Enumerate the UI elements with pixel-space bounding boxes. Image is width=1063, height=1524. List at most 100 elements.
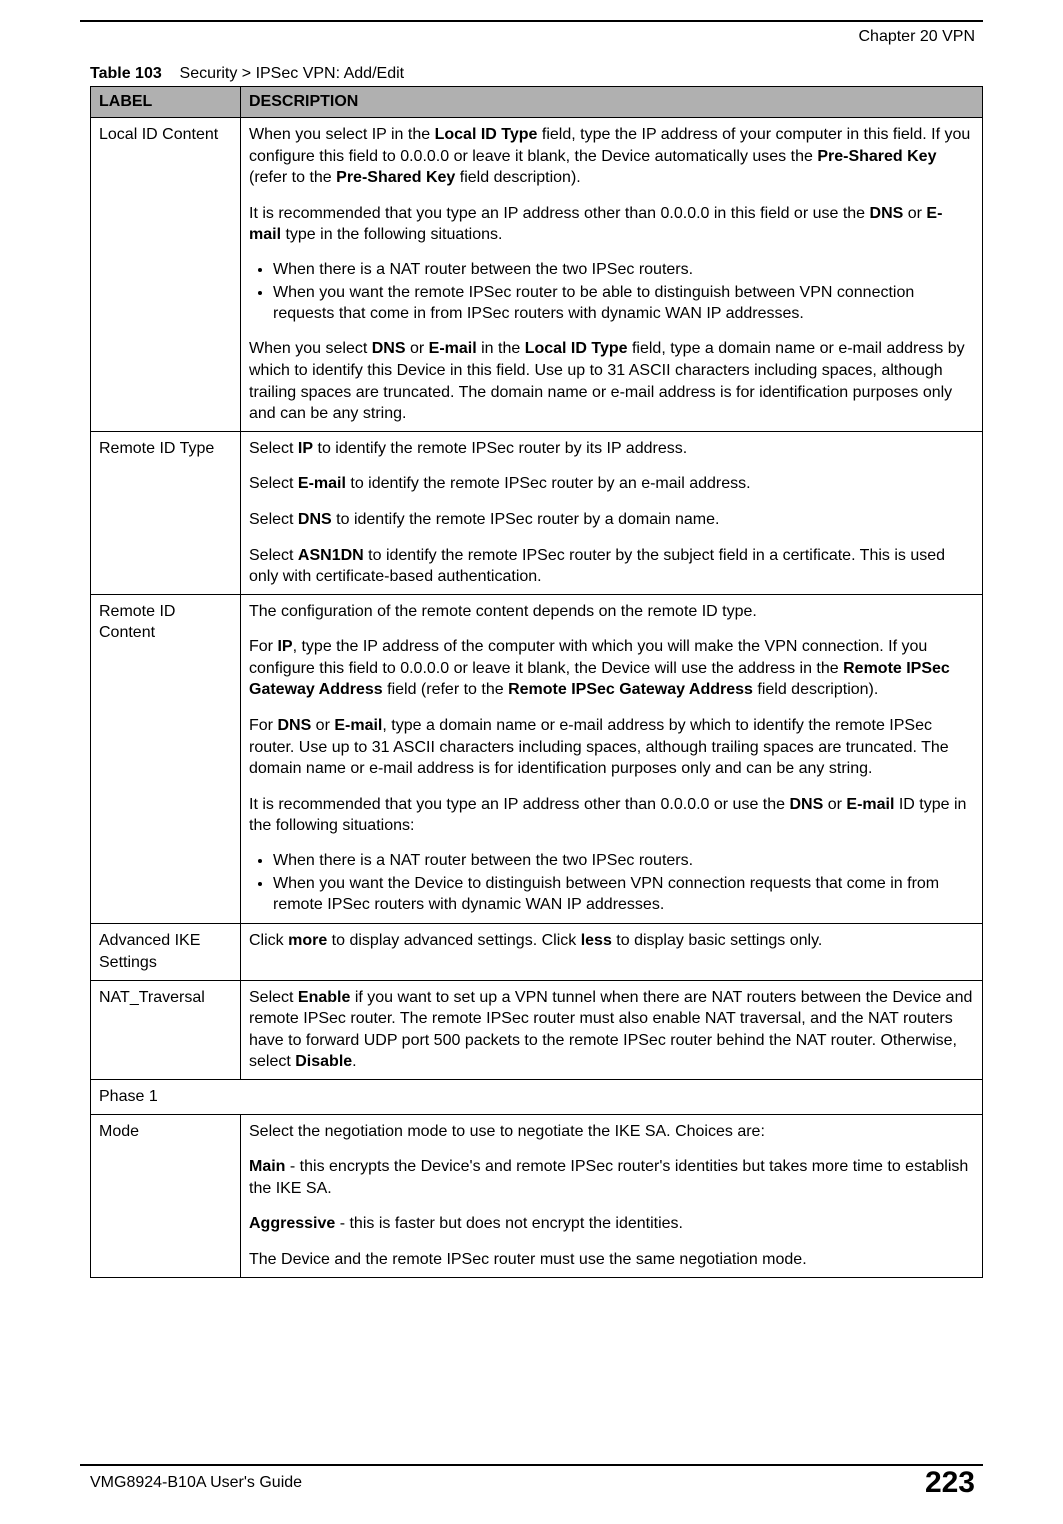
text: or bbox=[406, 340, 429, 357]
text: type in the following situations. bbox=[281, 226, 502, 243]
col-description: DESCRIPTION bbox=[241, 87, 983, 118]
text: It is recommended that you type an IP ad… bbox=[249, 205, 870, 222]
cell-label: Local ID Content bbox=[91, 118, 241, 432]
table-caption: Table 103 Security > IPSec VPN: Add/Edit bbox=[90, 65, 404, 83]
bold-text: Disable bbox=[295, 1053, 352, 1070]
text: to display advanced settings. Click bbox=[327, 932, 580, 949]
text: or bbox=[311, 717, 334, 734]
page: Chapter 20 VPN Table 103 Security > IPSe… bbox=[0, 0, 1063, 1524]
cell-description: Select the negotiation mode to use to ne… bbox=[241, 1114, 983, 1277]
list-item: When there is a NAT router between the t… bbox=[273, 851, 974, 872]
text: or bbox=[823, 796, 846, 813]
text: field description). bbox=[455, 169, 580, 186]
bold-text: Pre-Shared Key bbox=[817, 148, 936, 165]
text: field (refer to the bbox=[383, 681, 508, 698]
text: When you select IP in the bbox=[249, 126, 435, 143]
cell-description: Select Enable if you want to set up a VP… bbox=[241, 980, 983, 1079]
paragraph: When you select IP in the Local ID Type … bbox=[249, 124, 974, 189]
bold-text: Local ID Type bbox=[525, 340, 628, 357]
table-row: Remote ID Type Select IP to identify the… bbox=[91, 431, 983, 594]
paragraph: Select DNS to identify the remote IPSec … bbox=[249, 509, 974, 531]
bold-text: E-mail bbox=[298, 475, 346, 492]
text: It is recommended that you type an IP ad… bbox=[249, 796, 789, 813]
table-row: Mode Select the negotiation mode to use … bbox=[91, 1114, 983, 1277]
bullet-list: When there is a NAT router between the t… bbox=[249, 260, 974, 324]
description-table: LABEL DESCRIPTION Local ID Content When … bbox=[90, 86, 983, 1278]
cell-description: Select IP to identify the remote IPSec r… bbox=[241, 431, 983, 594]
bold-text: Pre-Shared Key bbox=[336, 169, 455, 186]
bold-text: less bbox=[581, 932, 612, 949]
table-row: Local ID Content When you select IP in t… bbox=[91, 118, 983, 432]
table-header-row: LABEL DESCRIPTION bbox=[91, 87, 983, 118]
cell-description: Click more to display advanced settings.… bbox=[241, 924, 983, 980]
text: in the bbox=[477, 340, 525, 357]
cell-section-heading: Phase 1 bbox=[91, 1080, 983, 1115]
text: or bbox=[903, 205, 926, 222]
cell-label: Remote ID Type bbox=[91, 431, 241, 594]
paragraph: For DNS or E-mail, type a domain name or… bbox=[249, 715, 974, 780]
cell-label: Remote ID Content bbox=[91, 594, 241, 924]
text: . bbox=[352, 1053, 356, 1070]
text: Select bbox=[249, 511, 298, 528]
text: to identify the remote IPSec router by i… bbox=[313, 440, 687, 457]
paragraph: Select E-mail to identify the remote IPS… bbox=[249, 473, 974, 495]
cell-description: The configuration of the remote content … bbox=[241, 594, 983, 924]
footer-guide: VMG8924-B10A User's Guide bbox=[90, 1474, 302, 1492]
bold-text: E-mail bbox=[846, 796, 894, 813]
table-wrap: LABEL DESCRIPTION Local ID Content When … bbox=[90, 86, 983, 1278]
bold-text: DNS bbox=[277, 717, 311, 734]
bold-text: Aggressive bbox=[249, 1215, 335, 1232]
cell-label: Mode bbox=[91, 1114, 241, 1277]
text: Select bbox=[249, 475, 298, 492]
bold-text: ASN1DN bbox=[298, 547, 364, 564]
col-label: LABEL bbox=[91, 87, 241, 118]
paragraph: It is recommended that you type an IP ad… bbox=[249, 203, 974, 246]
bold-text: E-mail bbox=[334, 717, 382, 734]
text: For bbox=[249, 717, 277, 734]
table-row: Remote ID Content The configuration of t… bbox=[91, 594, 983, 924]
bold-text: Main bbox=[249, 1158, 285, 1175]
bullet-list: When there is a NAT router between the t… bbox=[249, 851, 974, 915]
paragraph: Aggressive - this is faster but does not… bbox=[249, 1213, 974, 1235]
paragraph: It is recommended that you type an IP ad… bbox=[249, 794, 974, 837]
caption-text: Security > IPSec VPN: Add/Edit bbox=[180, 65, 405, 82]
paragraph: Select the negotiation mode to use to ne… bbox=[249, 1121, 974, 1143]
text: Select bbox=[249, 547, 298, 564]
bold-text: more bbox=[288, 932, 327, 949]
bold-text: DNS bbox=[298, 511, 332, 528]
text: When you select bbox=[249, 340, 372, 357]
text: , type the IP address of the computer wi… bbox=[249, 638, 927, 677]
footer-rule bbox=[80, 1464, 983, 1466]
bold-text: IP bbox=[277, 638, 292, 655]
table-row: Phase 1 bbox=[91, 1080, 983, 1115]
caption-label: Table 103 bbox=[90, 65, 162, 82]
bold-text: DNS bbox=[372, 340, 406, 357]
table-row: Advanced IKE Settings Click more to disp… bbox=[91, 924, 983, 980]
bold-text: DNS bbox=[870, 205, 904, 222]
bold-text: IP bbox=[298, 440, 313, 457]
text: - this encrypts the Device's and remote … bbox=[249, 1158, 968, 1197]
paragraph: Select ASN1DN to identify the remote IPS… bbox=[249, 545, 974, 588]
bold-text: Remote IPSec Gateway Address bbox=[508, 681, 753, 698]
text: Select bbox=[249, 440, 298, 457]
text: if you want to set up a VPN tunnel when … bbox=[249, 989, 972, 1071]
text: to identify the remote IPSec router by a… bbox=[332, 511, 720, 528]
text: to identify the remote IPSec router by a… bbox=[346, 475, 751, 492]
text: field description). bbox=[753, 681, 878, 698]
cell-label: Advanced IKE Settings bbox=[91, 924, 241, 980]
text: (refer to the bbox=[249, 169, 336, 186]
cell-description: When you select IP in the Local ID Type … bbox=[241, 118, 983, 432]
running-head: Chapter 20 VPN bbox=[858, 28, 975, 46]
text: Select bbox=[249, 989, 298, 1006]
paragraph: Click more to display advanced settings.… bbox=[249, 930, 974, 952]
text: - this is faster but does not encrypt th… bbox=[335, 1215, 683, 1232]
paragraph: When you select DNS or E-mail in the Loc… bbox=[249, 338, 974, 424]
text: Click bbox=[249, 932, 288, 949]
paragraph: The Device and the remote IPSec router m… bbox=[249, 1249, 974, 1271]
paragraph: For IP, type the IP address of the compu… bbox=[249, 636, 974, 701]
bold-text: Enable bbox=[298, 989, 350, 1006]
paragraph: The configuration of the remote content … bbox=[249, 601, 974, 623]
paragraph: Select IP to identify the remote IPSec r… bbox=[249, 438, 974, 460]
text: to display basic settings only. bbox=[612, 932, 822, 949]
bold-text: E-mail bbox=[429, 340, 477, 357]
